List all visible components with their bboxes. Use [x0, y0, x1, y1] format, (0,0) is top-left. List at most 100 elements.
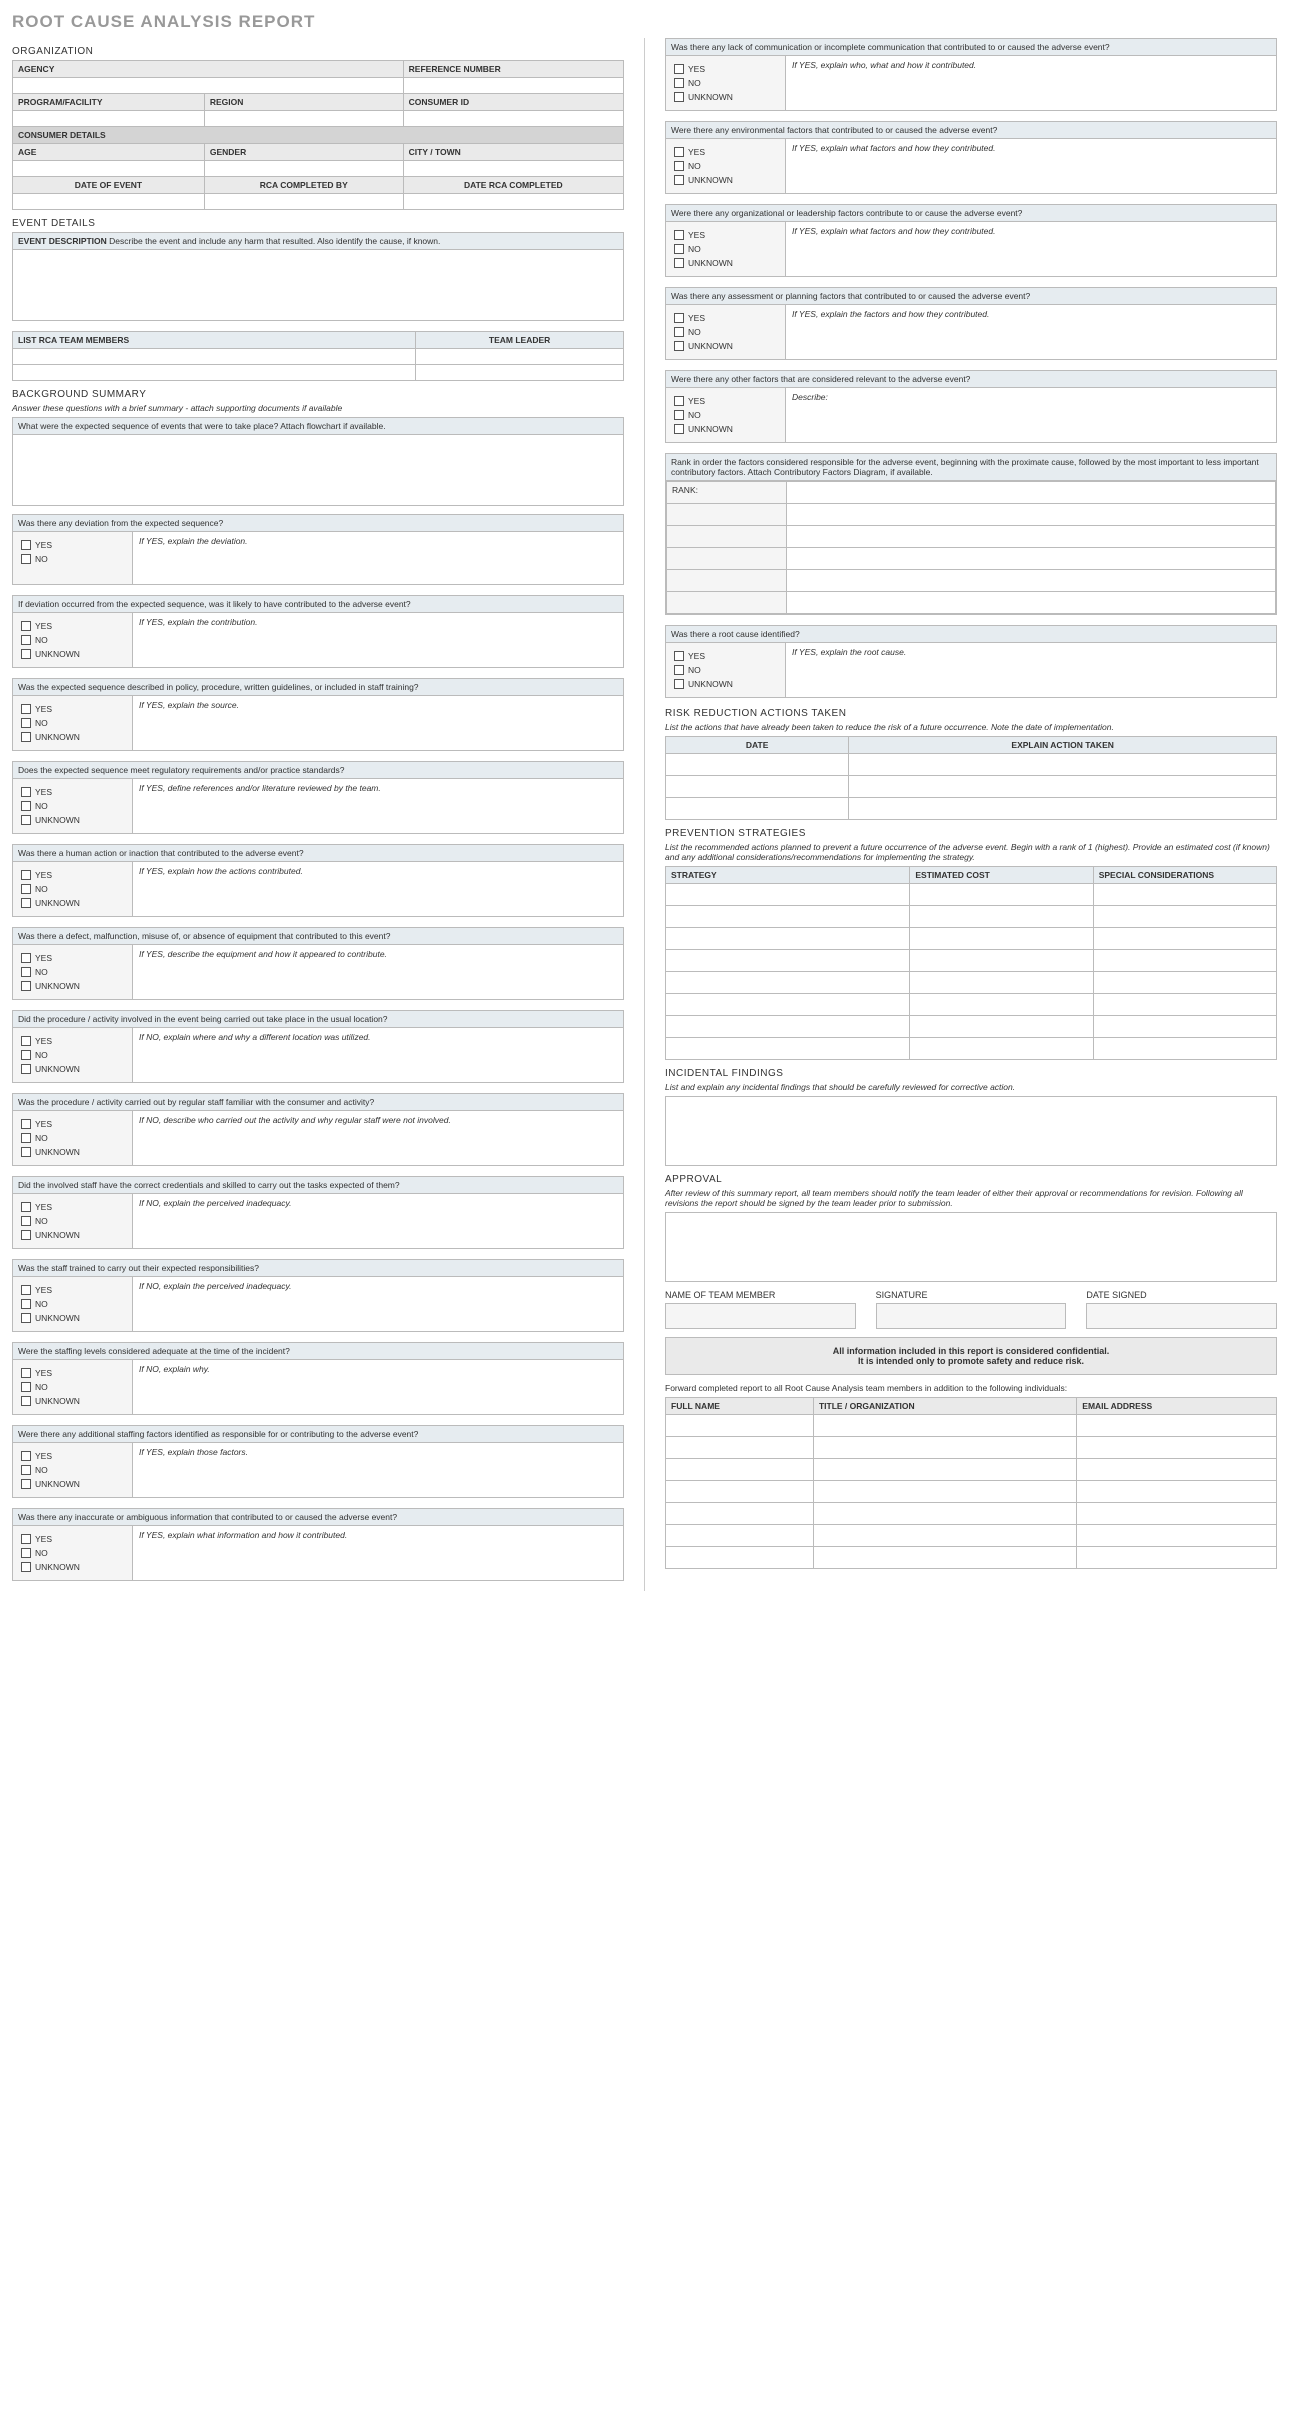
- prev-row[interactable]: [1093, 1038, 1276, 1060]
- risk-row-date[interactable]: [666, 754, 849, 776]
- checkbox-no[interactable]: NO: [21, 1380, 124, 1394]
- prev-row[interactable]: [910, 906, 1093, 928]
- question-explain[interactable]: If YES, describe the equipment and how i…: [133, 945, 623, 999]
- prev-row[interactable]: [910, 928, 1093, 950]
- checkbox-yes[interactable]: YES: [674, 394, 777, 408]
- checkbox-no[interactable]: NO: [21, 633, 124, 647]
- dist-row[interactable]: [666, 1525, 814, 1547]
- question-explain[interactable]: If YES, explain the contribution.: [133, 613, 623, 667]
- checkbox-yes[interactable]: YES: [21, 1449, 124, 1463]
- consumerid-value[interactable]: [403, 111, 623, 127]
- checkbox-yes[interactable]: YES: [674, 145, 777, 159]
- checkbox-no[interactable]: NO: [674, 325, 777, 339]
- dist-row[interactable]: [666, 1503, 814, 1525]
- checkbox-yes[interactable]: YES: [21, 1034, 124, 1048]
- region-value[interactable]: [204, 111, 403, 127]
- approval-box[interactable]: [665, 1212, 1277, 1282]
- prev-row[interactable]: [666, 906, 910, 928]
- prev-row[interactable]: [666, 994, 910, 1016]
- question-explain[interactable]: If YES, explain the factors and how they…: [786, 305, 1276, 359]
- checkbox-unknown[interactable]: UNKNOWN: [21, 896, 124, 910]
- checkbox-unknown[interactable]: UNKNOWN: [21, 1477, 124, 1491]
- question-explain[interactable]: If YES, explain the source.: [133, 696, 623, 750]
- prev-row[interactable]: [666, 950, 910, 972]
- rank-value-cell[interactable]: [787, 570, 1276, 592]
- checkbox-unknown[interactable]: UNKNOWN: [21, 979, 124, 993]
- dist-row[interactable]: [813, 1481, 1076, 1503]
- prev-row[interactable]: [666, 884, 910, 906]
- question-explain[interactable]: If YES, explain who, what and how it con…: [786, 56, 1276, 110]
- checkbox-no[interactable]: NO: [21, 1463, 124, 1477]
- question-explain[interactable]: If YES, explain the root cause.: [786, 643, 1276, 697]
- prev-row[interactable]: [666, 1038, 910, 1060]
- checkbox-yes[interactable]: YES: [674, 649, 777, 663]
- prev-row[interactable]: [910, 1038, 1093, 1060]
- age-value[interactable]: [13, 161, 205, 177]
- date-event-value[interactable]: [13, 194, 205, 210]
- dist-row[interactable]: [666, 1459, 814, 1481]
- checkbox-yes[interactable]: YES: [21, 1200, 124, 1214]
- checkbox-unknown[interactable]: UNKNOWN: [21, 813, 124, 827]
- dist-row[interactable]: [1077, 1415, 1277, 1437]
- checkbox-unknown[interactable]: UNKNOWN: [21, 1311, 124, 1325]
- checkbox-yes[interactable]: YES: [21, 1117, 124, 1131]
- question-explain[interactable]: If YES, explain those factors.: [133, 1443, 623, 1497]
- prev-row[interactable]: [1093, 906, 1276, 928]
- checkbox-yes[interactable]: YES: [21, 702, 124, 716]
- question-explain[interactable]: If YES, explain what factors and how the…: [786, 222, 1276, 276]
- checkbox-no[interactable]: NO: [21, 799, 124, 813]
- risk-row-date[interactable]: [666, 798, 849, 820]
- dist-row[interactable]: [1077, 1437, 1277, 1459]
- question-explain[interactable]: If NO, explain the perceived inadequacy.: [133, 1194, 623, 1248]
- ref-value[interactable]: [403, 78, 623, 94]
- date-rca-value[interactable]: [403, 194, 623, 210]
- checkbox-unknown[interactable]: UNKNOWN: [674, 422, 777, 436]
- checkbox-yes[interactable]: YES: [674, 311, 777, 325]
- prev-row[interactable]: [1093, 972, 1276, 994]
- event-desc-body[interactable]: [13, 250, 623, 320]
- checkbox-no[interactable]: NO: [21, 552, 124, 566]
- sig-date-box[interactable]: [1086, 1303, 1277, 1329]
- team-row[interactable]: [13, 349, 416, 365]
- risk-row-action[interactable]: [849, 754, 1277, 776]
- question-explain[interactable]: If NO, describe who carried out the acti…: [133, 1111, 623, 1165]
- dist-row[interactable]: [666, 1547, 814, 1569]
- team-row[interactable]: [416, 349, 624, 365]
- expected-seq-body[interactable]: [13, 435, 623, 505]
- rank-value-cell[interactable]: [787, 548, 1276, 570]
- dist-row[interactable]: [813, 1459, 1076, 1481]
- checkbox-yes[interactable]: YES: [21, 1532, 124, 1546]
- checkbox-unknown[interactable]: UNKNOWN: [21, 1394, 124, 1408]
- checkbox-yes[interactable]: YES: [674, 62, 777, 76]
- rank-value-cell[interactable]: [787, 526, 1276, 548]
- checkbox-yes[interactable]: YES: [21, 951, 124, 965]
- checkbox-unknown[interactable]: UNKNOWN: [21, 1145, 124, 1159]
- checkbox-unknown[interactable]: UNKNOWN: [674, 90, 777, 104]
- checkbox-no[interactable]: NO: [674, 76, 777, 90]
- checkbox-unknown[interactable]: UNKNOWN: [674, 173, 777, 187]
- checkbox-no[interactable]: NO: [674, 159, 777, 173]
- rca-by-value[interactable]: [204, 194, 403, 210]
- prev-row[interactable]: [1093, 994, 1276, 1016]
- prev-row[interactable]: [666, 928, 910, 950]
- prev-row[interactable]: [910, 950, 1093, 972]
- dist-row[interactable]: [813, 1437, 1076, 1459]
- sig-name-box[interactable]: [665, 1303, 856, 1329]
- dist-row[interactable]: [813, 1503, 1076, 1525]
- gender-value[interactable]: [204, 161, 403, 177]
- checkbox-yes[interactable]: YES: [21, 785, 124, 799]
- dist-row[interactable]: [813, 1415, 1076, 1437]
- checkbox-unknown[interactable]: UNKNOWN: [21, 647, 124, 661]
- question-explain[interactable]: If YES, define references and/or literat…: [133, 779, 623, 833]
- checkbox-yes[interactable]: YES: [21, 1366, 124, 1380]
- dist-row[interactable]: [813, 1547, 1076, 1569]
- checkbox-no[interactable]: NO: [21, 1214, 124, 1228]
- team-row[interactable]: [416, 365, 624, 381]
- question-explain[interactable]: If NO, explain the perceived inadequacy.: [133, 1277, 623, 1331]
- prev-row[interactable]: [910, 994, 1093, 1016]
- rank-value-cell[interactable]: [787, 482, 1276, 504]
- checkbox-no[interactable]: NO: [21, 1131, 124, 1145]
- prev-row[interactable]: [1093, 950, 1276, 972]
- checkbox-yes[interactable]: YES: [21, 619, 124, 633]
- checkbox-no[interactable]: NO: [21, 1048, 124, 1062]
